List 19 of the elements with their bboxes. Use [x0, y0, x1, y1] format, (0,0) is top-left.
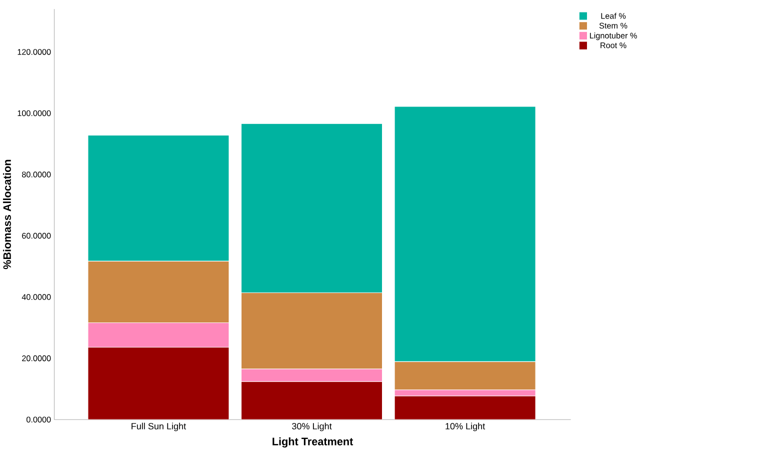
- x-tick-label: Full Sun Light: [132, 422, 186, 432]
- y-tick-label: 20.0000: [22, 355, 51, 362]
- legend-label: Lignotuber %: [590, 32, 637, 40]
- x-tick-label: 10% Light: [446, 422, 486, 432]
- legend-label: Stem %: [599, 22, 628, 29]
- bar: [240, 381, 383, 420]
- bar: [394, 396, 536, 420]
- x-tick-label: 30% Light: [292, 422, 332, 432]
- y-tick-label: 100.0000: [18, 110, 51, 116]
- y-axis-title: %Biomass Allocation: [3, 160, 11, 270]
- y-tick-label: 80.0000: [22, 172, 51, 178]
- legend-label: Leaf %: [601, 12, 626, 19]
- y-tick-label: 120.0000: [18, 49, 51, 55]
- x-axis-title: Light Treatment: [272, 437, 354, 448]
- y-tick-label: 0.0000: [26, 416, 51, 423]
- y-tick-label: 40.0000: [22, 294, 51, 300]
- y-tick-label: 60.0000: [22, 232, 51, 239]
- bar: [88, 347, 230, 420]
- legend-label: Root %: [600, 42, 626, 48]
